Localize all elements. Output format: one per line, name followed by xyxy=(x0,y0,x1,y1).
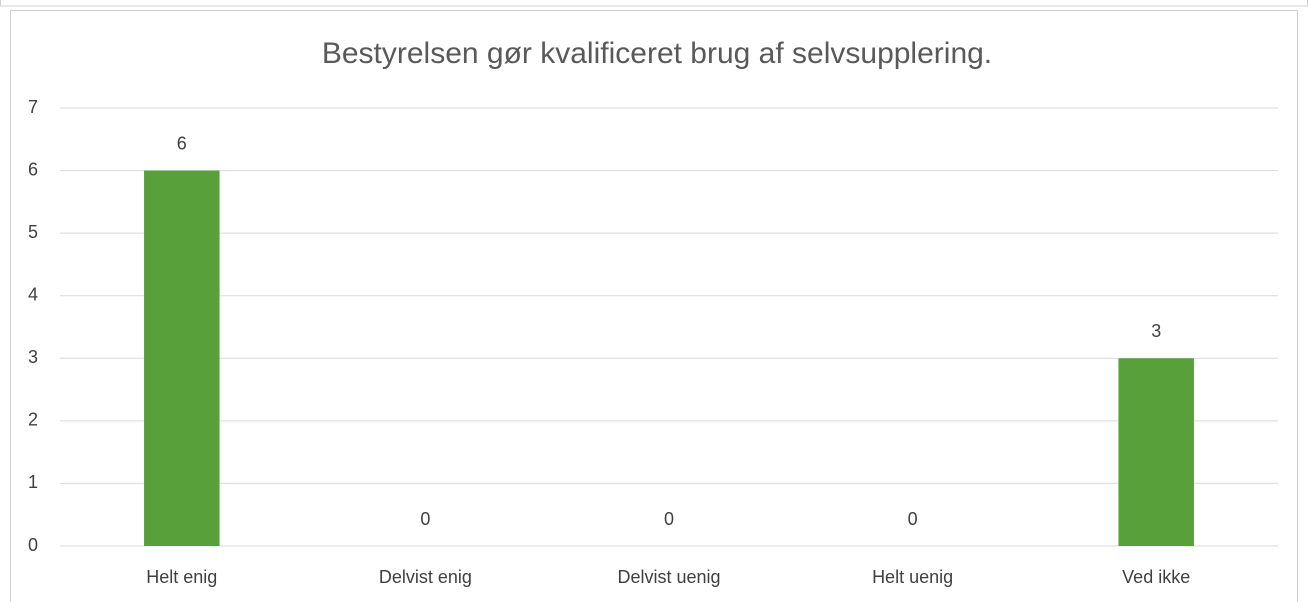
x-tick-label: Delvist uenig xyxy=(617,567,720,587)
data-label: 0 xyxy=(908,509,918,529)
chart-frame xyxy=(10,10,1298,602)
y-tick-label: 3 xyxy=(28,347,38,367)
bar xyxy=(144,170,220,547)
data-label: 0 xyxy=(664,509,674,529)
x-tick-label: Helt uenig xyxy=(872,567,953,587)
x-tick-label: Ved ikke xyxy=(1122,567,1190,587)
y-tick-label: 7 xyxy=(28,97,38,117)
y-tick-label: 5 xyxy=(28,222,38,242)
y-tick-label: 1 xyxy=(28,472,38,492)
chart-title: Bestyrelsen gør kvalificeret brug af sel… xyxy=(322,37,992,70)
y-tick-label: 4 xyxy=(28,284,38,304)
data-label: 0 xyxy=(420,509,430,529)
bar xyxy=(1118,358,1194,546)
frame-top xyxy=(0,0,1308,7)
y-tick-label: 0 xyxy=(28,535,38,555)
y-tick-label: 2 xyxy=(28,410,38,430)
data-label: 6 xyxy=(177,133,187,153)
x-tick-label: Helt enig xyxy=(146,567,217,587)
y-tick-label: 6 xyxy=(28,159,38,179)
data-label: 3 xyxy=(1151,321,1161,341)
x-tick-label: Delvist enig xyxy=(379,567,472,587)
